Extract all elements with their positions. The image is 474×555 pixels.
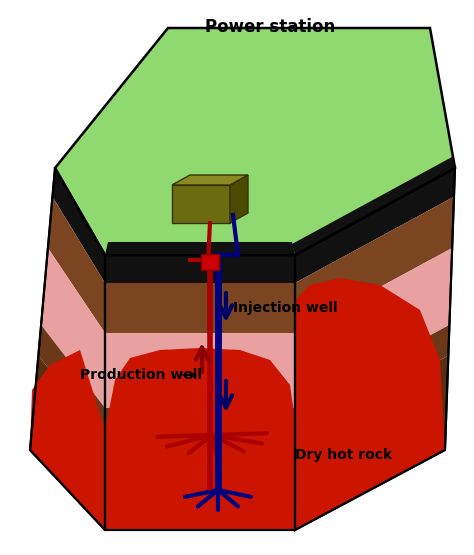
Polygon shape	[295, 356, 448, 530]
Polygon shape	[30, 356, 105, 530]
Text: Power station: Power station	[205, 18, 335, 36]
Polygon shape	[295, 248, 452, 408]
Polygon shape	[105, 438, 295, 530]
Text: Dry hot rock: Dry hot rock	[295, 448, 392, 462]
Bar	[172, 185, 230, 223]
Polygon shape	[105, 242, 295, 255]
Polygon shape	[48, 196, 105, 333]
Polygon shape	[55, 28, 455, 255]
Bar	[201, 254, 219, 270]
Polygon shape	[53, 168, 105, 283]
Polygon shape	[41, 248, 105, 408]
Polygon shape	[230, 175, 248, 223]
Polygon shape	[295, 196, 454, 333]
Text: Injection well: Injection well	[233, 301, 337, 315]
Polygon shape	[172, 175, 248, 185]
Polygon shape	[38, 325, 105, 438]
Polygon shape	[105, 333, 295, 408]
Text: Production well: Production well	[80, 368, 202, 382]
Polygon shape	[105, 348, 295, 530]
Polygon shape	[292, 157, 455, 255]
Polygon shape	[105, 283, 295, 333]
Polygon shape	[295, 168, 455, 283]
Polygon shape	[30, 350, 105, 530]
Polygon shape	[105, 255, 295, 283]
Polygon shape	[295, 278, 445, 530]
Polygon shape	[295, 325, 449, 438]
Polygon shape	[105, 408, 295, 438]
